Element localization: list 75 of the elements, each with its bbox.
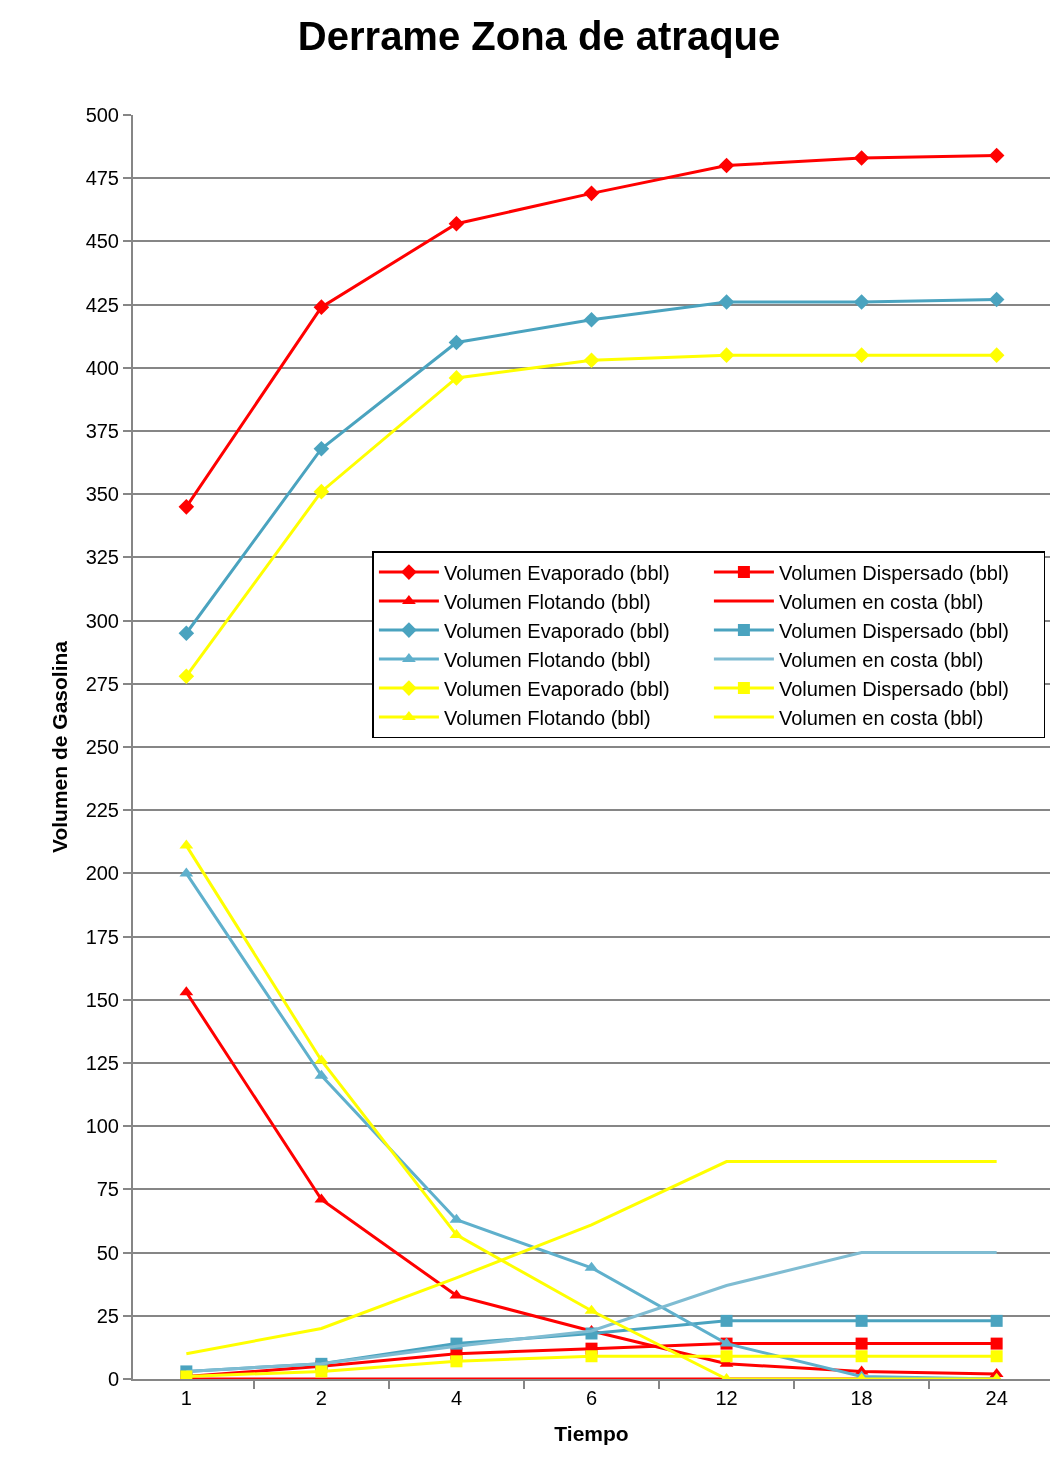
point — [315, 1365, 328, 1378]
y-tick-label: 350 — [85, 483, 119, 506]
y-tick-label: 150 — [85, 988, 119, 1011]
y-tick-label: 125 — [85, 1052, 119, 1074]
point — [990, 1350, 1003, 1363]
legend-label: Volumen Evaporado (bbl) — [443, 619, 670, 642]
point — [988, 291, 1005, 308]
y-tick-label: 100 — [85, 1115, 119, 1138]
point — [718, 294, 735, 310]
x-tick-label: 24 — [985, 1387, 1008, 1409]
legend-label: Volumen en costa (bbl) — [778, 590, 984, 613]
y-tick-label: 400 — [85, 356, 119, 379]
point — [855, 1350, 868, 1363]
y-axis-title: Volumen de Gasolina — [48, 640, 72, 853]
legend-label: Volumen en costa (bbl) — [778, 648, 984, 671]
point — [583, 311, 600, 328]
point — [718, 347, 735, 363]
legend-label: Volumen Evaporado (bbl) — [443, 561, 670, 584]
legend-label: Volumen Flotando (bbl) — [443, 590, 651, 613]
y-tick-label: 450 — [85, 230, 119, 253]
legend-label: Volumen en costa (bbl) — [778, 706, 984, 729]
point — [450, 1355, 463, 1368]
point — [855, 1314, 868, 1327]
point — [585, 1350, 598, 1363]
y-tick-label: 250 — [85, 736, 119, 758]
point — [313, 440, 330, 457]
point — [583, 352, 600, 369]
y-tick-label: 325 — [85, 546, 119, 569]
y-tick-label: 75 — [96, 1178, 119, 1201]
point — [853, 150, 870, 166]
x-axis-title: Tiempo — [554, 1421, 629, 1445]
chart-title: Derrame Zona de atraque — [297, 14, 781, 59]
point — [313, 299, 330, 315]
point — [313, 483, 330, 500]
x-tick-label: 12 — [715, 1387, 738, 1409]
legend-label: Volumen Dispersado (bbl) — [778, 561, 1010, 584]
y-tick-label: 0 — [107, 1368, 119, 1390]
y-tick-label: 175 — [85, 925, 119, 948]
legend-label: Volumen Evaporado (bbl) — [443, 677, 670, 700]
point — [583, 185, 600, 202]
legend-label: Volumen Flotando (bbl) — [443, 648, 651, 671]
point — [448, 215, 465, 232]
legend-label: Volumen Dispersado (bbl) — [778, 619, 1010, 642]
y-tick-label: 375 — [85, 420, 119, 442]
point — [720, 1314, 733, 1327]
y-tick-label: 225 — [85, 799, 119, 822]
y-tick-label: 300 — [85, 609, 119, 632]
point — [853, 347, 870, 363]
point — [990, 1337, 1003, 1350]
point — [988, 147, 1005, 164]
y-tick-label: 275 — [85, 672, 119, 695]
legend-label: Volumen Dispersado (bbl) — [778, 677, 1010, 700]
point — [718, 157, 735, 174]
legend-label: Volumen Flotando (bbl) — [443, 706, 651, 729]
x-tick-label: 18 — [850, 1387, 873, 1409]
point — [448, 370, 465, 386]
x-tick-label: 4 — [450, 1387, 463, 1409]
y-tick-label: 500 — [85, 104, 119, 126]
y-tick-label: 475 — [85, 167, 119, 190]
y-tick-label: 425 — [85, 293, 119, 316]
x-tick-label: 6 — [585, 1387, 598, 1409]
point — [853, 294, 870, 310]
point — [720, 1350, 733, 1363]
point — [855, 1337, 868, 1350]
y-tick-label: 200 — [85, 862, 119, 885]
point — [448, 334, 465, 351]
point — [178, 499, 195, 515]
y-tick-label: 50 — [96, 1241, 119, 1264]
y-tick-label: 25 — [96, 1304, 119, 1327]
point — [990, 1314, 1003, 1327]
point — [988, 347, 1005, 363]
point — [178, 668, 195, 685]
x-tick-label: 2 — [315, 1387, 327, 1409]
point — [178, 625, 195, 642]
x-tick-label: 1 — [180, 1387, 192, 1409]
